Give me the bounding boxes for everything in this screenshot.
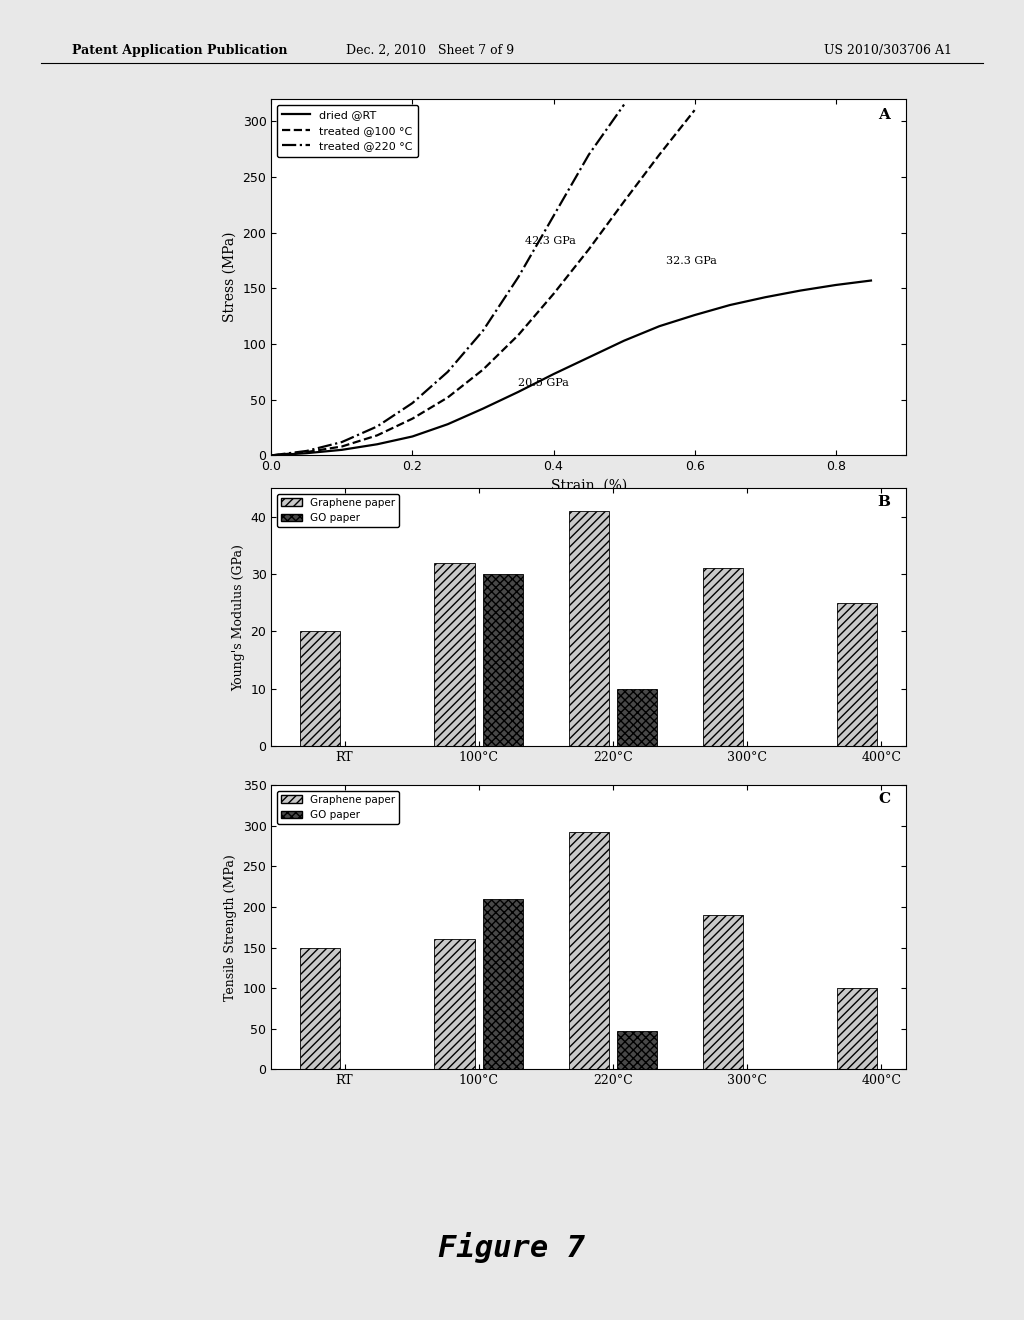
Text: 20.5 GPa: 20.5 GPa [518, 379, 569, 388]
Bar [482, 574, 523, 746]
Text: US 2010/303706 A1: US 2010/303706 A1 [824, 44, 952, 57]
Bar [837, 603, 878, 746]
Text: Figure 7: Figure 7 [438, 1232, 586, 1263]
Legend: dried @RT, treated @100 °C, treated @220 °C: dried @RT, treated @100 °C, treated @220… [276, 104, 418, 157]
X-axis label: Strain  (%): Strain (%) [551, 479, 627, 492]
Text: C: C [879, 792, 891, 807]
Bar [837, 989, 878, 1069]
Bar [482, 899, 523, 1069]
Text: Patent Application Publication: Patent Application Publication [72, 44, 287, 57]
Bar [702, 569, 743, 746]
Y-axis label: Stress (MPa): Stress (MPa) [223, 232, 238, 322]
Bar [434, 940, 475, 1069]
Bar [568, 511, 609, 746]
Bar [617, 689, 657, 746]
Bar [300, 631, 341, 746]
Y-axis label: Young's Modulus (GPa): Young's Modulus (GPa) [232, 544, 245, 690]
Bar [617, 1031, 657, 1069]
Text: Dec. 2, 2010   Sheet 7 of 9: Dec. 2, 2010 Sheet 7 of 9 [346, 44, 514, 57]
Y-axis label: Tensile Strength (MPa): Tensile Strength (MPa) [224, 854, 238, 1001]
Legend: Graphene paper, GO paper: Graphene paper, GO paper [276, 494, 399, 527]
Text: 42.3 GPa: 42.3 GPa [525, 236, 577, 246]
Bar [434, 562, 475, 746]
Legend: Graphene paper, GO paper: Graphene paper, GO paper [276, 791, 399, 824]
Bar [702, 915, 743, 1069]
Text: A: A [879, 108, 891, 121]
Text: B: B [878, 495, 891, 508]
Bar [568, 832, 609, 1069]
Bar [300, 948, 341, 1069]
Text: 32.3 GPa: 32.3 GPa [667, 256, 717, 265]
